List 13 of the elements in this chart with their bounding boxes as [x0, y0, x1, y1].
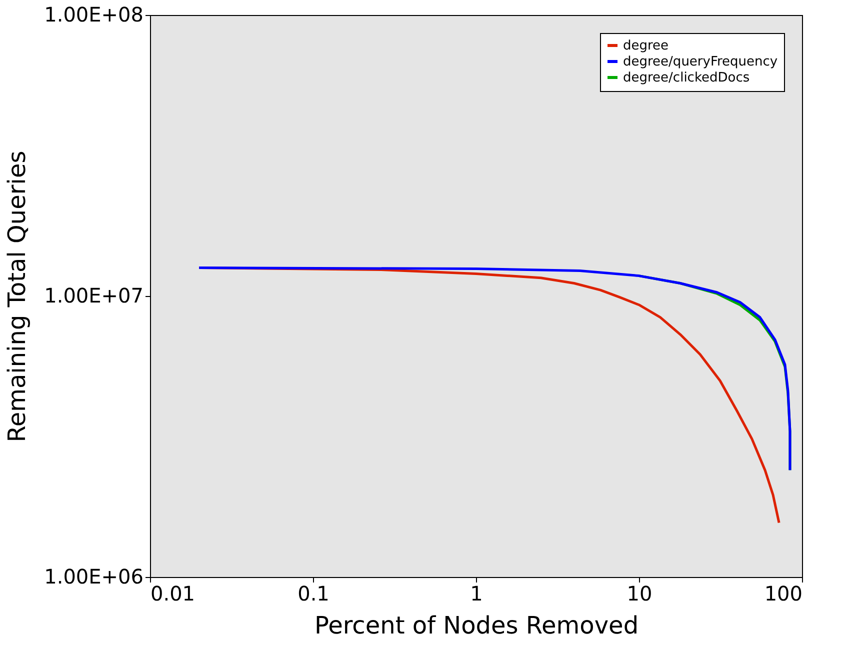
- x-tick-label: 0.1: [298, 582, 330, 606]
- y-tick-label: 1.00E+06: [44, 564, 144, 588]
- x-tick-label: 10: [626, 582, 652, 606]
- legend-label: degree/clickedDocs: [623, 70, 750, 86]
- x-tick-label: 0.01: [150, 582, 196, 606]
- x-axis-title: Percent of Nodes Removed: [314, 612, 639, 640]
- y-tick-label: 1.00E+07: [44, 284, 144, 308]
- y-axis-title: Remaining Total Queries: [3, 150, 32, 442]
- x-tick-label: 100: [764, 582, 802, 606]
- x-tick-label: 1: [470, 582, 483, 606]
- legend-label: degree: [623, 38, 669, 54]
- y-tick-label: 1.00E+08: [44, 2, 144, 26]
- legend-label: degree/queryFrequency: [623, 54, 778, 70]
